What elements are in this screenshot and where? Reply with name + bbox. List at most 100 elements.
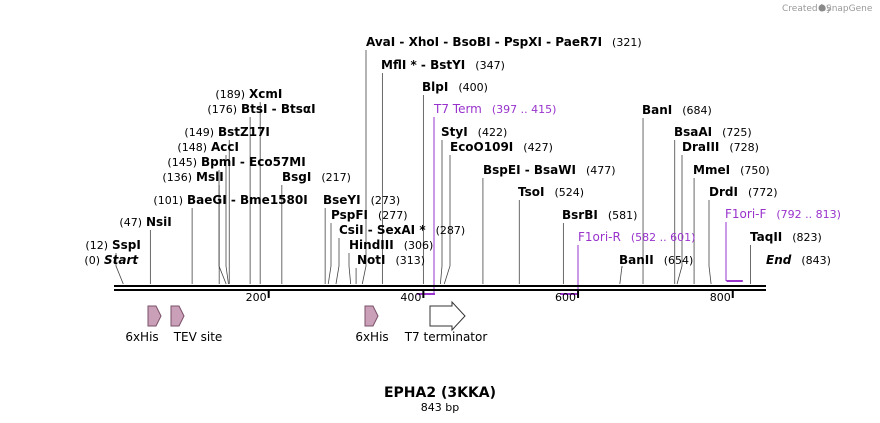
site-name[interactable]: DraIII	[682, 140, 719, 154]
site-name[interactable]: BaeGI - Bme1580I	[187, 193, 308, 207]
site-line	[439, 140, 443, 285]
site-line	[676, 155, 683, 285]
site-line	[348, 253, 352, 285]
site-position: (524)	[554, 186, 584, 199]
site-name[interactable]: MslI	[196, 170, 224, 184]
site-name[interactable]: TaqII	[750, 230, 782, 244]
site-line	[225, 155, 229, 285]
feature-arrow-icon[interactable]	[170, 305, 185, 327]
primer-name[interactable]: T7 Term	[433, 102, 482, 116]
site-position: (477)	[586, 164, 616, 177]
feature-arrow-icon[interactable]	[429, 300, 466, 332]
primer-name[interactable]: F1ori-F	[725, 207, 766, 221]
site-name[interactable]: MflI * - BstYI	[381, 58, 465, 72]
site-position: (277)	[378, 209, 408, 222]
site-position: (427)	[523, 141, 553, 154]
feature-label: T7 terminator	[404, 330, 488, 344]
site-name[interactable]: HindIII	[349, 238, 394, 252]
site-name[interactable]: StyI	[441, 125, 468, 139]
site-position: (654)	[664, 254, 694, 267]
snapgene-logo-icon	[818, 4, 826, 12]
site-line	[218, 170, 227, 285]
site-name[interactable]: BsaAI	[674, 125, 712, 139]
site-position: (306)	[404, 239, 434, 252]
site-position: (149)	[184, 126, 214, 139]
site-position: (581)	[608, 209, 638, 222]
site-position: (136)	[162, 171, 192, 184]
site-position: (684)	[682, 104, 712, 117]
site-position: (176)	[207, 103, 237, 116]
site-name[interactable]: BanII	[619, 253, 654, 267]
site-name[interactable]: NsiI	[146, 215, 172, 229]
site-line	[619, 265, 623, 285]
map-title: EPHA2 (3KKA)	[384, 385, 496, 401]
site-name[interactable]: TsoI	[518, 185, 544, 199]
site-line	[443, 155, 451, 285]
site-position: (347)	[475, 59, 505, 72]
site-line	[335, 238, 340, 285]
site-position: (728)	[729, 141, 759, 154]
site-name[interactable]: BspEI - BsaWI	[483, 163, 576, 177]
site-name[interactable]: AccI	[211, 140, 239, 154]
site-line	[327, 223, 332, 285]
feature-label: TEV site	[173, 330, 223, 344]
site-name[interactable]: BstZ17I	[218, 125, 270, 139]
primer-range: (792 .. 813)	[776, 208, 841, 221]
site-name[interactable]: CsiI - SexAI *	[339, 223, 426, 237]
site-position: (273)	[371, 194, 401, 207]
ruler-tick-label: 200	[246, 291, 267, 304]
site-position: (725)	[722, 126, 752, 139]
site-position: (148)	[177, 141, 207, 154]
site-position: (823)	[792, 231, 822, 244]
site-line	[361, 50, 367, 285]
ruler-tick-label: 800	[710, 291, 731, 304]
site-position: (47)	[119, 216, 142, 229]
site-name[interactable]: End	[766, 253, 792, 267]
site-position: (145)	[167, 156, 197, 169]
site-position: (750)	[740, 164, 770, 177]
primer-name[interactable]: F1ori-R	[578, 230, 621, 244]
site-name[interactable]: AvaI - XhoI - BsoBI - PspXI - PaeR7I	[366, 35, 602, 49]
site-name[interactable]: BtsI - BtsαI	[241, 102, 316, 116]
site-name[interactable]: BsrBI	[562, 208, 598, 222]
ruler-tick-label: 400	[400, 291, 421, 304]
site-position: (287)	[436, 224, 466, 237]
site-name[interactable]: PspFI	[331, 208, 368, 222]
ruler-tick-label: 600	[555, 291, 576, 304]
site-position: (321)	[612, 36, 642, 49]
site-name[interactable]: NotI	[357, 253, 386, 267]
site-name[interactable]: BlpI	[422, 80, 448, 94]
site-line	[708, 200, 712, 285]
site-name[interactable]: BseYI	[323, 193, 361, 207]
site-position: (217)	[321, 171, 351, 184]
site-name[interactable]: DrdI	[709, 185, 738, 199]
site-position: (313)	[396, 254, 426, 267]
site-name[interactable]: SspI	[112, 238, 141, 252]
site-position: (0)	[84, 254, 100, 267]
site-name[interactable]: BpmI - Eco57MI	[201, 155, 306, 169]
site-line	[115, 253, 124, 285]
site-name[interactable]: Start	[104, 253, 139, 267]
site-name[interactable]: BsgI	[282, 170, 311, 184]
credit-label: Created by	[782, 4, 832, 14]
feature-arrow-icon[interactable]	[147, 305, 162, 327]
map-length: 843 bp	[421, 401, 459, 414]
primer-range: (582 .. 601)	[631, 231, 696, 244]
site-position: (189)	[215, 88, 245, 101]
feature-label: 6xHis	[355, 330, 388, 344]
site-name[interactable]: EcoO109I	[450, 140, 513, 154]
site-position: (772)	[748, 186, 778, 199]
site-name[interactable]: XcmI	[249, 87, 282, 101]
snapgene-logo-text: SnapGene	[826, 4, 873, 14]
site-position: (843)	[801, 254, 831, 267]
feature-arrow-icon[interactable]	[364, 305, 379, 327]
site-position: (101)	[153, 194, 183, 207]
site-name[interactable]: BanI	[642, 103, 672, 117]
site-position: (400)	[458, 81, 488, 94]
feature-label: 6xHis	[125, 330, 158, 344]
site-position: (12)	[85, 239, 108, 252]
site-position: (422)	[478, 126, 508, 139]
site-name[interactable]: MmeI	[693, 163, 730, 177]
primer-range: (397 .. 415)	[492, 103, 557, 116]
